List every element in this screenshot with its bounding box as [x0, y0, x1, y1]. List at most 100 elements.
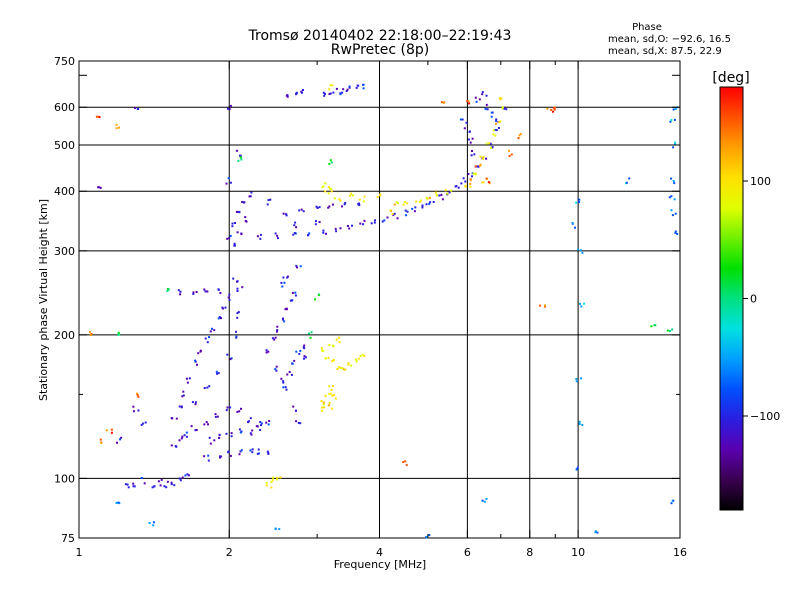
data-point	[100, 441, 103, 444]
data-point	[207, 454, 210, 457]
data-point	[233, 244, 236, 247]
data-point	[281, 285, 284, 288]
data-point	[673, 118, 676, 121]
data-point	[574, 226, 576, 229]
data-point	[553, 108, 556, 111]
data-point	[190, 425, 193, 428]
data-point	[339, 227, 342, 230]
data-point	[265, 484, 268, 487]
data-point	[544, 304, 547, 307]
data-point	[175, 417, 178, 420]
data-point	[403, 201, 406, 203]
data-point	[216, 372, 219, 375]
data-point	[110, 431, 113, 434]
data-point	[435, 194, 438, 196]
data-point	[338, 341, 341, 344]
data-point	[294, 291, 297, 294]
data-point	[276, 478, 279, 481]
data-point	[358, 202, 360, 205]
data-point	[217, 372, 220, 375]
data-point	[276, 476, 279, 479]
data-point	[229, 454, 232, 457]
data-point	[314, 298, 317, 301]
data-point	[438, 194, 441, 197]
data-point	[346, 88, 349, 91]
data-point	[457, 186, 460, 189]
data-point	[225, 182, 228, 185]
data-point	[491, 146, 494, 149]
data-point	[182, 394, 185, 397]
data-point	[310, 331, 313, 334]
x-tick-label: 4	[376, 546, 383, 559]
data-point	[333, 394, 336, 396]
data-point	[428, 202, 431, 205]
x-axis-label: Frequency [MHz]	[334, 558, 426, 571]
data-point	[498, 121, 501, 124]
data-point	[267, 452, 270, 455]
data-point	[216, 415, 219, 418]
data-point	[315, 205, 318, 208]
data-point	[235, 210, 238, 213]
data-point	[274, 368, 277, 371]
data-point	[236, 290, 239, 292]
data-point	[404, 209, 407, 212]
data-point	[235, 149, 238, 152]
data-point	[276, 330, 278, 333]
data-point	[231, 222, 234, 225]
data-point	[327, 206, 330, 209]
data-point	[239, 450, 242, 453]
data-point	[481, 93, 484, 96]
data-point	[142, 422, 145, 425]
data-point	[495, 120, 498, 122]
data-point	[295, 91, 298, 94]
data-point	[670, 177, 673, 180]
data-point	[485, 142, 488, 145]
data-point	[324, 357, 327, 360]
data-point	[552, 110, 554, 113]
data-point	[402, 461, 405, 464]
data-point	[468, 130, 471, 133]
data-point	[425, 536, 428, 539]
data-point	[327, 356, 330, 359]
data-point	[669, 329, 671, 332]
data-point	[298, 352, 301, 355]
data-point	[215, 370, 218, 373]
data-point	[236, 312, 239, 315]
data-point	[226, 353, 229, 356]
data-point	[332, 385, 334, 388]
data-point	[140, 477, 143, 479]
data-point	[192, 292, 195, 295]
y-axis-label: Stationary phase Virtual Height [km]	[37, 199, 50, 401]
data-point	[137, 395, 140, 398]
data-point	[304, 356, 307, 359]
data-point	[469, 141, 472, 144]
data-point	[133, 485, 136, 488]
data-point	[288, 371, 291, 373]
x-tick-label: 16	[673, 546, 687, 559]
data-point	[448, 191, 451, 194]
data-point	[344, 202, 347, 204]
data-point	[673, 198, 676, 201]
data-point	[274, 527, 277, 530]
data-point	[341, 367, 344, 370]
data-point	[676, 232, 679, 235]
data-point	[290, 299, 293, 302]
data-point	[579, 302, 581, 305]
data-point	[333, 197, 336, 200]
data-point	[220, 317, 222, 320]
data-point	[211, 327, 213, 330]
data-point	[468, 102, 471, 105]
data-point	[260, 424, 262, 427]
data-point	[274, 336, 277, 339]
data-point	[241, 286, 244, 289]
data-point	[485, 157, 488, 160]
data-point	[249, 417, 252, 420]
data-point	[344, 368, 347, 371]
data-point	[352, 194, 354, 197]
data-point	[518, 134, 521, 137]
y-tick-label: 75	[61, 532, 75, 545]
data-point	[309, 336, 312, 339]
data-point	[471, 175, 473, 178]
data-point	[324, 92, 326, 95]
data-point	[314, 223, 317, 226]
